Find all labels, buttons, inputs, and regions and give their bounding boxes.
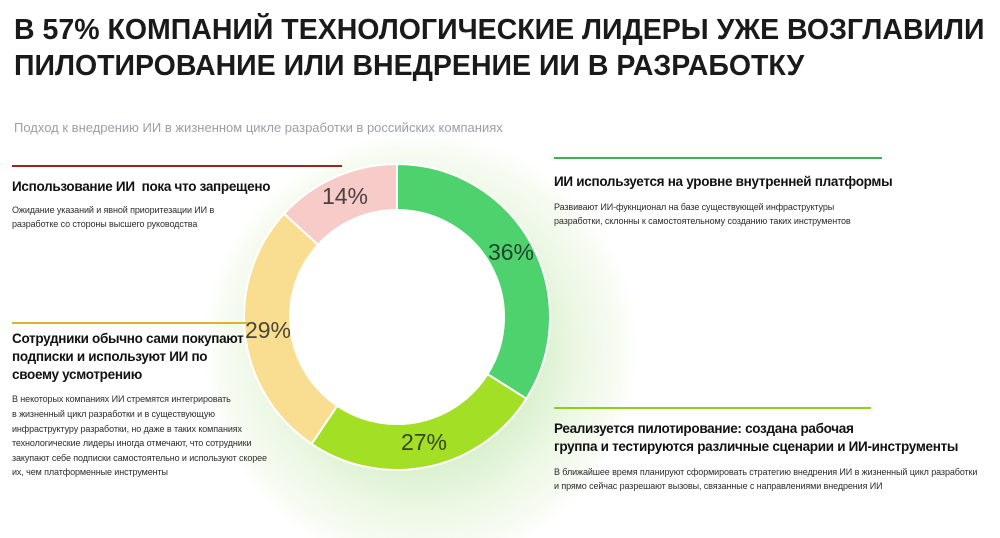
svg-text:27%: 27% bbox=[401, 429, 447, 455]
svg-text:36%: 36% bbox=[488, 239, 534, 265]
